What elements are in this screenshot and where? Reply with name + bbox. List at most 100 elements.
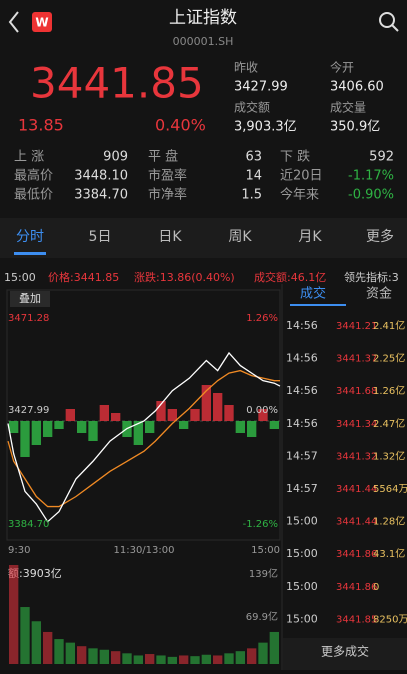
change: 13.85	[18, 116, 64, 135]
price: 3441.85	[30, 59, 204, 108]
volume-bar	[235, 651, 245, 664]
volume-bar	[99, 649, 109, 664]
stat-label: 最高价	[14, 168, 53, 184]
indicator-bar	[224, 405, 234, 421]
search[interactable]	[379, 12, 395, 28]
stat-value: -1.17%	[348, 169, 394, 184]
indicator-bar	[54, 421, 64, 429]
info-lead: 领先指标:3	[344, 270, 399, 284]
info-change: 涨跌:13.86(0.40%)	[134, 270, 235, 284]
indicator-bar	[31, 421, 41, 445]
trade-time: 14:57	[286, 449, 318, 462]
indicator-bar	[247, 421, 257, 437]
volume-bar	[20, 607, 30, 664]
volume-bar	[145, 654, 155, 664]
indicator-bar	[111, 413, 121, 421]
trade-price: 3441.37	[336, 354, 377, 365]
trade-price: 3441.86	[336, 582, 377, 593]
stat-value: 63	[245, 150, 262, 165]
top-label: 3471.28	[8, 313, 49, 324]
indicator-bar	[88, 421, 98, 441]
trade-volume: 43.1亿	[373, 547, 405, 560]
indicator-bar	[156, 401, 166, 421]
trade-volume: 1.26亿	[373, 384, 405, 397]
volume-bar	[65, 642, 75, 664]
info-time: 15:00	[4, 271, 36, 284]
vol-max: 139亿	[249, 567, 278, 580]
volume-bar	[269, 631, 279, 664]
title: 上证指数	[169, 8, 237, 28]
tab[interactable]: 月K	[298, 229, 322, 245]
trade-price: 3441.86	[336, 549, 377, 560]
trade-volume: 0	[373, 582, 379, 593]
field-label: 昨收	[234, 61, 258, 75]
indicator-bar	[179, 421, 189, 429]
volume-bar	[122, 653, 132, 664]
tab[interactable]: 更多	[366, 228, 394, 245]
trade-volume: 2.25亿	[373, 352, 405, 365]
volume-label: 额:3903亿	[8, 567, 62, 580]
stat-label: 市净率	[148, 187, 187, 203]
volume-bar	[54, 639, 64, 664]
volume-bar	[31, 621, 41, 664]
search-handle	[391, 24, 399, 32]
indicator-bar	[99, 405, 109, 421]
trade-time: 15:00	[286, 580, 318, 593]
more-trades[interactable]: 更多成交	[321, 644, 369, 659]
indicator-bar	[145, 421, 155, 433]
indicator-bar	[235, 421, 245, 433]
trade-tab-underline	[290, 304, 346, 306]
field-label: 成交量	[330, 100, 366, 115]
tab[interactable]: 日K	[158, 229, 182, 245]
trade-time: 15:00	[286, 547, 318, 560]
tab[interactable]: 周K	[228, 229, 252, 245]
volume-bar	[224, 653, 234, 664]
volume-bar	[111, 651, 121, 664]
trade-volume: 2.47亿	[373, 417, 405, 430]
stat-label: 上 涨	[14, 150, 44, 165]
trade-price: 3441.44	[336, 484, 377, 495]
volume-bar	[247, 648, 257, 664]
mid-pct: 0.00%	[246, 405, 278, 416]
overlay-label[interactable]: 叠加	[19, 292, 41, 305]
indicator-bar	[65, 409, 75, 421]
tab[interactable]: 5日	[89, 229, 112, 245]
more-bar	[283, 638, 407, 670]
price-line	[7, 351, 281, 523]
trade-tab[interactable]: 成交	[300, 286, 326, 302]
code: 000001.SH	[173, 35, 234, 48]
trade-time: 15:00	[286, 515, 318, 528]
trade-volume: 8250万	[373, 614, 407, 625]
volume-bar	[9, 565, 19, 664]
stat-label: 今年来	[280, 187, 319, 203]
trade-volume: 1.28亿	[373, 515, 405, 528]
stat-value: 3448.10	[74, 169, 128, 184]
indicator-bar	[167, 409, 177, 421]
indicator-bar	[201, 385, 211, 421]
trade-time: 14:57	[286, 482, 318, 495]
avg-line	[7, 369, 280, 508]
volume-bar	[179, 655, 189, 664]
change-pct: 0.40%	[155, 116, 206, 135]
volume-bar	[88, 648, 98, 664]
trade-time: 14:56	[286, 352, 318, 365]
stat-label: 近20日	[280, 169, 323, 184]
back[interactable]	[8, 11, 19, 33]
stat-label: 市盈率	[148, 168, 187, 184]
vol-mid: 69.9亿	[246, 610, 278, 623]
volume-bar	[133, 655, 143, 664]
stat-label: 平 盘	[148, 149, 178, 165]
tab-bar	[0, 218, 407, 258]
overlay-button[interactable]	[10, 291, 50, 307]
indicator-bar	[133, 421, 143, 445]
tab[interactable]: 分时	[16, 229, 44, 245]
trade-tab[interactable]: 资金	[366, 286, 392, 302]
stat-value: 1.5	[241, 188, 262, 203]
stat-value: -0.90%	[348, 188, 394, 203]
indicator-bar	[77, 421, 87, 433]
time-label: 15:00	[251, 545, 280, 556]
trade-time: 14:56	[286, 417, 318, 430]
trade-price: 3441.68	[336, 386, 377, 397]
